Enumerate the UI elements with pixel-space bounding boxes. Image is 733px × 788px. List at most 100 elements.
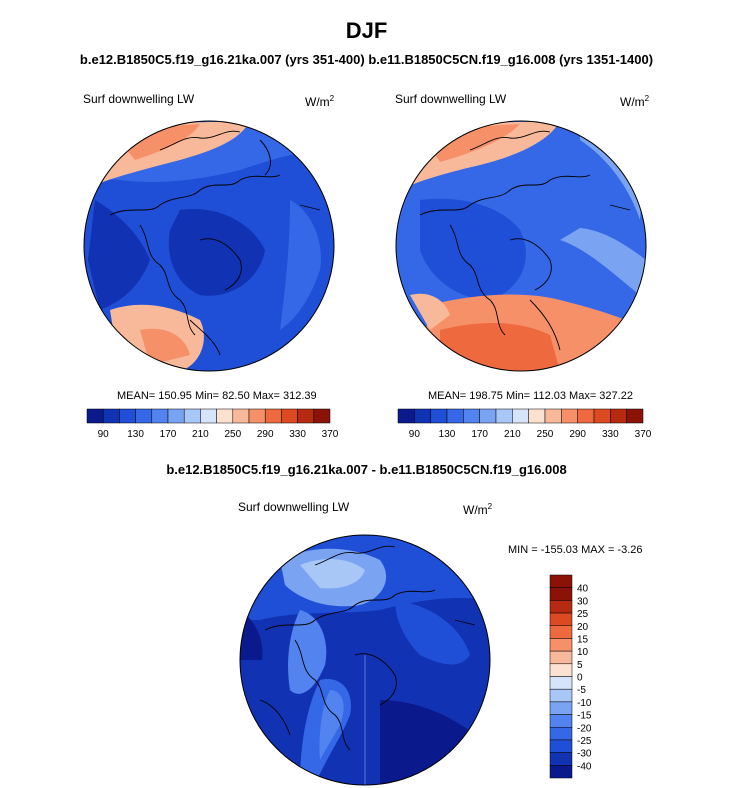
panel1-stats: MEAN= 150.95 Min= 82.50 Max= 312.39 [117, 390, 317, 402]
panel1-map-border [83, 120, 335, 372]
panel3-mid-east [395, 600, 470, 665]
panel3-colorbar-cell [549, 739, 573, 753]
panel3-units: W/m2 [463, 502, 492, 517]
panel3-colorbar-tick-label: -40 [577, 761, 592, 772]
panel3-colorbar-cell [549, 625, 573, 639]
panel2-colorbar-cell [528, 408, 546, 424]
panel3-colorbar-tick-label: 40 [577, 584, 589, 595]
panel2-colorbar-tick-label: 370 [635, 429, 652, 440]
panel2-map [396, 121, 646, 371]
panel2-colorbar-cell [626, 408, 644, 424]
panel3-colorbar-cell [549, 650, 573, 665]
panel1-cold-west [88, 200, 150, 310]
panel3-colorbar-cell [549, 663, 573, 677]
panel2-units-text: W/m [620, 95, 645, 109]
panel3-colorbar-cell [549, 752, 573, 766]
panel3-colorbar-cell [549, 574, 573, 588]
panel2-colorbar-cell [430, 408, 448, 424]
panel1-units: W/m2 [305, 94, 334, 109]
panel1-colorbar-cell [151, 408, 169, 424]
panel2-units-exp: 2 [644, 94, 650, 103]
panel1-colorbar-cell [232, 408, 250, 424]
panel3-colorbar-tick-label: -25 [577, 736, 592, 747]
panel1-map [84, 121, 334, 371]
panel3-colorbar-cell [549, 688, 573, 703]
difference-title: b.e12.B1850C5.f19_g16.21ka.007 - b.e11.B… [166, 462, 567, 477]
panel3-mid-west [288, 610, 327, 694]
panel1-colorbar-cell [297, 408, 315, 424]
panel2-cold-center [420, 198, 526, 300]
panel1-coastlines [109, 130, 321, 356]
panel1-colorbar-cell [281, 408, 298, 424]
panel3-colorbar-tick-label: -5 [577, 685, 586, 696]
panel3-colorbar-tick-label: -15 [577, 711, 592, 722]
panel1-colorbar-cell [200, 408, 217, 424]
panel3-colorbar-tick-label: 30 [577, 596, 589, 607]
panel3-variable-label: Surf downwelling LW [238, 500, 350, 514]
panel1-units-exp: 2 [329, 94, 335, 103]
panel3-colorbar-tick-label: 25 [577, 609, 589, 620]
panel2-colorbar-cell [577, 408, 595, 424]
panel2-stats: MEAN= 198.75 Min= 112.03 Max= 327.22 [428, 390, 633, 402]
subtitle-right: b.e11.B1850C5CN.f19_g16.008 (yrs 1351-14… [368, 52, 654, 67]
panel2-colorbar-cell [544, 408, 562, 424]
panel2-colorbar-tick-label: 330 [602, 429, 619, 440]
panel2-colorbar-tick-label: 290 [569, 429, 586, 440]
panel1-colorbar-cell [102, 408, 120, 424]
panel3-colorbar-cell [549, 765, 573, 779]
panel1-colorbar-tick-label: 370 [322, 429, 339, 440]
panel1-warm-south-core [140, 328, 190, 365]
panel3-colorbar-cell [549, 701, 573, 715]
panel1-cold-center [168, 209, 265, 296]
panel2-colorbar-cell [495, 408, 513, 424]
panel3-colorbar-cell [549, 587, 573, 601]
panel3-map-border [239, 534, 491, 786]
panel1-colorbar-cell [248, 408, 266, 424]
panel3-colorbar-tick-label: 20 [577, 622, 589, 633]
panel2-colorbar-tick-label: 170 [471, 429, 488, 440]
panel1-colorbar-tick-label: 130 [127, 429, 144, 440]
panel2-warm-sw [410, 293, 450, 330]
panel3-stats: MIN = -155.03 MAX = -3.26 [508, 544, 643, 556]
panel1-colorbar-tick-label: 250 [224, 429, 241, 440]
panel2-light-east [560, 228, 646, 300]
panel3-colorbar-cell [549, 600, 573, 614]
panel3-colorbar-cell [549, 612, 573, 626]
panel3-colorbar-tick-label: 15 [577, 634, 589, 645]
panel3-lighter-north [300, 558, 365, 589]
panel2-colorbar-tick-label: 90 [409, 429, 421, 440]
panel1-colorbar-cell [167, 408, 185, 424]
panel2-colorbar-cell [463, 408, 480, 424]
panel2-units: W/m2 [620, 94, 649, 109]
panel1-variable-label: Surf downwelling LW [83, 92, 195, 106]
panel3-coastlines [259, 545, 476, 751]
subtitle-left: b.e12.B1850C5.f19_g16.21ka.007 (yrs 351-… [79, 52, 365, 67]
panel2-colorbar-cell [593, 408, 611, 424]
panel3-colorbar-cell [549, 638, 573, 652]
panel1-colorbar-tick-label: 290 [257, 429, 274, 440]
panel1-colorbar-tick-label: 210 [192, 429, 209, 440]
panel2-colorbar-cell [512, 408, 529, 424]
panel2-coastlines [419, 130, 631, 351]
panel3-colorbar-cell [549, 727, 573, 741]
panel2-map-border [395, 120, 647, 372]
panel1-colorbar-cell [183, 408, 201, 424]
panel2-colorbar-tick-label: 250 [537, 429, 554, 440]
panel3-map [240, 535, 490, 785]
panel2-variable-label: Surf downwelling LW [395, 92, 507, 106]
panel3-colorbar-tick-label: -10 [577, 698, 592, 709]
panel2-colorbar-tick-label: 130 [439, 429, 456, 440]
panel2-warm-south-core [440, 323, 560, 371]
panel1-colorbar: 90 130 170 210 250 290 330 370 [86, 408, 339, 440]
figure-subtitle: b.e12.B1850C5.f19_g16.21ka.007 (yrs 351-… [0, 52, 733, 67]
panel2-colorbar-cell [479, 408, 497, 424]
panel1-colorbar-tick-label: 170 [160, 429, 177, 440]
panel2-colorbar-cell [397, 408, 415, 424]
panel2-colorbar-cell [446, 408, 464, 424]
panel3-colorbar-tick-label: 5 [577, 660, 583, 671]
panel3-units-exp: 2 [487, 502, 493, 511]
panel2-colorbar-cell [610, 408, 627, 424]
figure-title: DJF [345, 18, 388, 43]
